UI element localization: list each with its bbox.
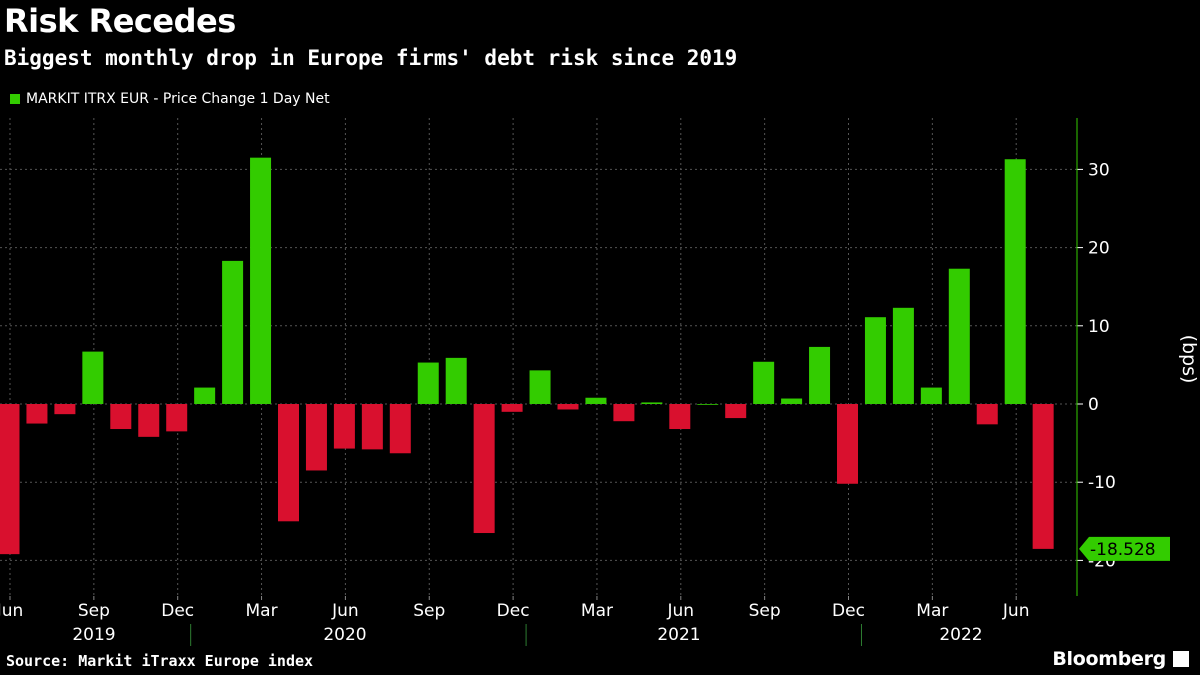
year-label: 2020 (323, 625, 366, 645)
bar (389, 404, 411, 454)
source-note: Source: Markit iTraxx Europe index (6, 652, 314, 670)
year-label: 2019 (72, 625, 115, 645)
year-label: 2022 (939, 625, 982, 645)
bar (557, 404, 579, 410)
bar (333, 404, 355, 449)
x-tick-label: Jun (667, 601, 695, 621)
bar (194, 387, 216, 404)
bar (0, 404, 20, 555)
x-tick-label: Sep (78, 601, 110, 621)
x-tick-label: Jun (331, 601, 359, 621)
bar (641, 402, 663, 404)
x-tick-label: Dec (161, 601, 194, 621)
y-tick-label: 20 (1088, 239, 1110, 259)
bar (837, 404, 858, 484)
x-tick-label: Sep (413, 601, 445, 621)
bar (26, 404, 48, 424)
bar (278, 404, 299, 522)
bar (697, 404, 719, 405)
bar (222, 260, 244, 404)
x-tick-label: Mar (916, 601, 948, 621)
bar (1004, 159, 1026, 404)
bar (501, 404, 523, 412)
y-tick-label: 10 (1088, 317, 1110, 337)
bar (82, 351, 104, 404)
bar (110, 404, 132, 430)
x-axis: Jun Sep Dec Mar Jun Sep Dec Mar Jun Sep Dec Mar Jun 2… (0, 596, 1029, 646)
bar (445, 357, 467, 404)
bar (864, 317, 886, 404)
bar (250, 157, 272, 404)
bar (417, 362, 439, 404)
chart-subtitle: Biggest monthly drop in Europe firms' de… (4, 46, 738, 70)
x-tick-label: Mar (581, 601, 613, 621)
bar (54, 404, 76, 415)
grid-lines (0, 118, 1077, 596)
y-tick-label: 30 (1088, 160, 1110, 180)
bar (948, 268, 970, 404)
bar (781, 398, 803, 404)
x-tick-label: Dec (832, 601, 865, 621)
brand-name: Bloomberg (1052, 648, 1166, 670)
legend-swatch (10, 94, 20, 104)
x-tick-label: Jun (0, 601, 23, 621)
y-tick-label: 0 (1088, 395, 1099, 415)
bar (753, 361, 775, 404)
bar (473, 404, 495, 534)
bar (892, 307, 914, 404)
bar (138, 404, 160, 437)
bar (585, 397, 607, 404)
x-tick-label: Sep (749, 601, 781, 621)
callout-box (1079, 536, 1170, 561)
bar (1032, 404, 1054, 549)
x-tick-label: Mar (246, 601, 278, 621)
brand-logo: Bloomberg (1052, 648, 1190, 670)
y-tick-label: -10 (1088, 473, 1116, 493)
x-tick-label: Dec (497, 601, 530, 621)
year-label: 2021 (657, 625, 700, 645)
bar (166, 404, 188, 432)
legend-label: MARKIT ITRX EUR - Price Change 1 Day Net (26, 91, 330, 107)
bar (976, 404, 998, 425)
bars (0, 157, 1054, 555)
chart-title: Risk Recedes (4, 2, 236, 40)
bar (920, 387, 942, 404)
last-value-callout: -18.528 (1079, 536, 1170, 561)
y-axis-unit-label: (bps) (1178, 335, 1200, 384)
bar (361, 404, 383, 450)
bar (613, 404, 635, 422)
callout-value: -18.528 (1090, 540, 1156, 560)
bar (669, 404, 691, 430)
bar (305, 404, 327, 471)
x-tick-label: Jun (1002, 601, 1030, 621)
bar (529, 370, 551, 404)
legend: MARKIT ITRX EUR - Price Change 1 Day Net (10, 91, 330, 107)
brand-badge-icon (1172, 650, 1190, 668)
bar (809, 346, 831, 404)
bar (725, 404, 747, 419)
